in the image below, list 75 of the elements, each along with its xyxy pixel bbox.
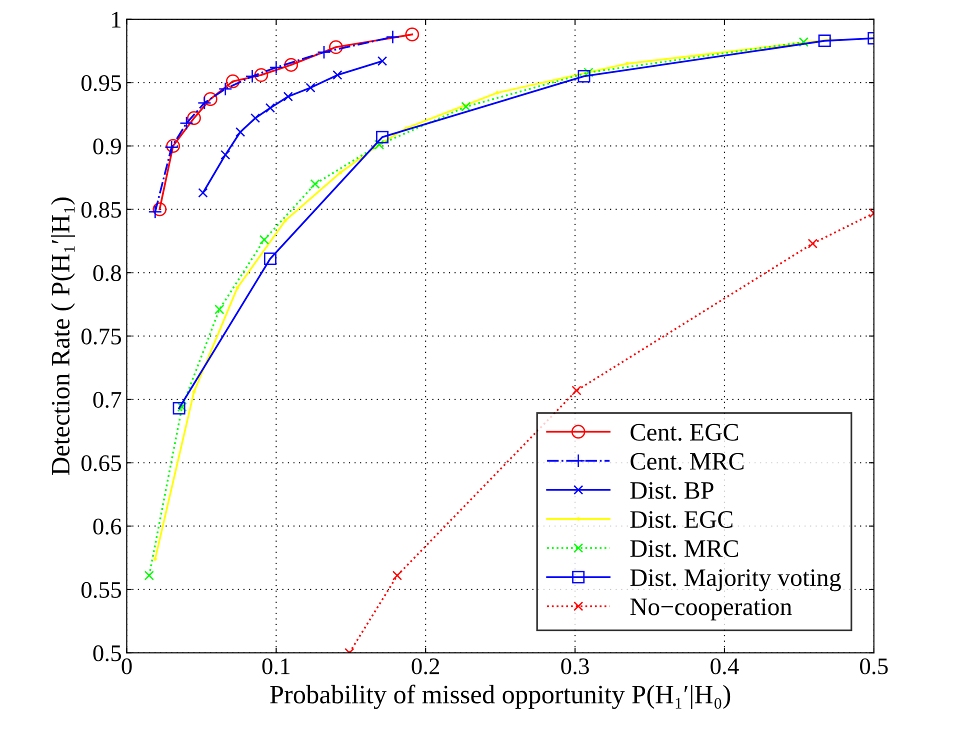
y-tick-label: 0.7	[93, 392, 122, 408]
point	[265, 103, 276, 113]
point	[578, 70, 590, 83]
point	[177, 402, 187, 412]
point	[329, 40, 343, 54]
point	[317, 45, 331, 60]
point	[269, 60, 284, 74]
legend-label: Dist. BP	[630, 482, 714, 499]
point	[236, 286, 240, 290]
x-tick-label: 0	[122, 658, 132, 674]
point	[180, 116, 194, 130]
point	[461, 102, 471, 112]
legend-label: Cent. EGC	[630, 424, 738, 441]
point	[198, 96, 212, 110]
y-tick-label: 0.8	[93, 265, 121, 282]
point	[148, 204, 162, 219]
point	[245, 69, 260, 84]
point	[264, 252, 276, 265]
y-tick-label: 0.6	[93, 518, 122, 535]
point	[153, 557, 157, 561]
point	[214, 304, 224, 314]
point	[374, 140, 384, 150]
y-tick-label: 0.65	[81, 455, 121, 472]
point	[818, 34, 831, 48]
point	[192, 390, 196, 394]
point	[377, 56, 388, 66]
point	[798, 37, 809, 47]
point	[259, 234, 270, 245]
point	[386, 30, 400, 44]
point	[254, 68, 268, 82]
point	[584, 68, 594, 78]
point	[235, 127, 246, 137]
point	[283, 219, 287, 222]
y-tick-label: 0.55	[81, 582, 121, 598]
y-axis-title: Detection Rate ( P(H₁′|H₁)	[51, 198, 76, 475]
point	[250, 113, 260, 123]
point	[332, 70, 342, 80]
point	[808, 238, 818, 248]
point	[283, 92, 293, 102]
y-tick-label: 0.95	[81, 75, 121, 92]
point	[220, 150, 230, 160]
point	[144, 570, 154, 580]
point	[338, 170, 342, 174]
point	[284, 58, 298, 72]
y-tick-label: 0.5	[93, 645, 121, 662]
point	[405, 28, 420, 42]
point	[226, 74, 240, 88]
point	[572, 386, 582, 396]
point	[198, 188, 208, 198]
legend-label: Dist. MRC	[630, 540, 738, 558]
x-tick-label: 0.4	[710, 658, 739, 674]
y-tick-label: 0.85	[81, 202, 121, 218]
y-tick-label: 0.75	[81, 328, 121, 345]
x-axis-title: Probability of missed opportunity P(H₁′|H₀)	[270, 684, 730, 709]
x-tick-label: 0.5	[860, 658, 888, 674]
point	[218, 82, 232, 96]
point	[310, 179, 320, 189]
y-tick-label: 1	[112, 12, 120, 28]
point	[152, 202, 167, 216]
point	[306, 82, 316, 93]
point	[496, 91, 500, 94]
x-tick-label: 0.3	[561, 658, 589, 674]
point	[392, 570, 402, 580]
x-tick-label: 0.2	[412, 658, 440, 674]
legend-label: Dist. Majority voting	[630, 569, 841, 592]
point	[187, 111, 201, 126]
legend-label: Dist. EGC	[630, 511, 732, 528]
point	[203, 92, 218, 106]
legend-label: Cent. MRC	[630, 453, 744, 470]
point	[172, 402, 186, 415]
y-tick-label: 0.9	[93, 138, 121, 155]
x-tick-label: 0.1	[262, 658, 290, 674]
point	[626, 62, 630, 66]
legend-label: No−cooperation	[630, 598, 792, 620]
point	[376, 130, 389, 144]
